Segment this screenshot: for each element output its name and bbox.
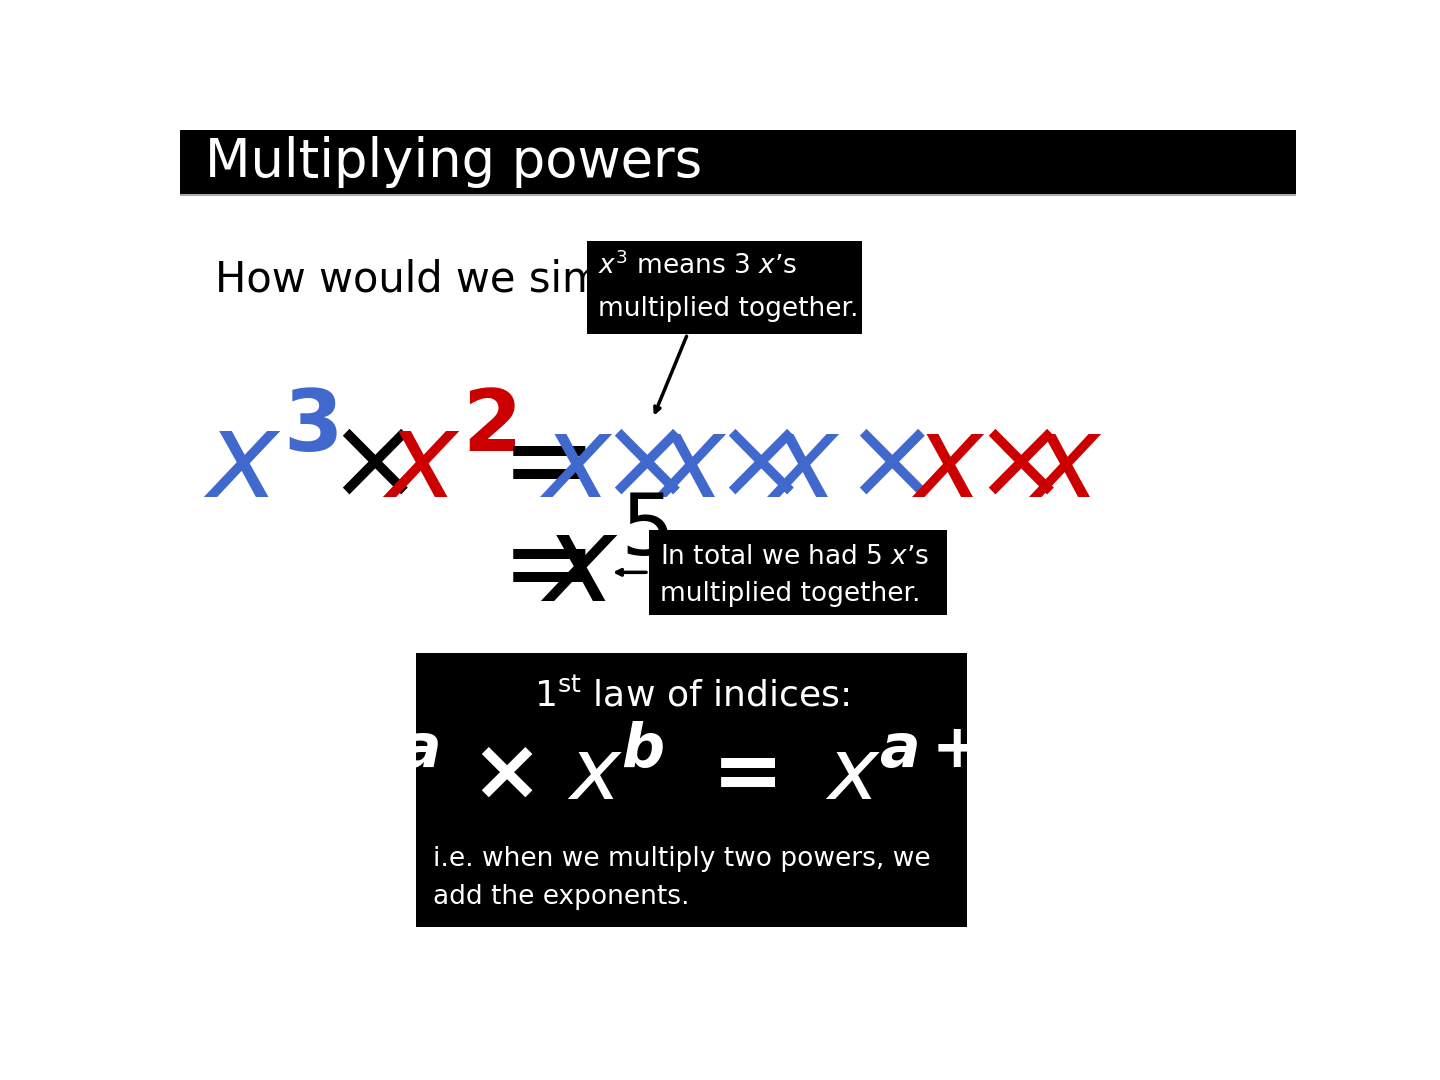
Text: $\mathit{x}^{\mathbf{3}}$: $\mathit{x}^{\mathbf{3}}$ [203, 406, 338, 523]
Bar [180, 130, 1296, 195]
Text: $\boldsymbol{\mathit{x}}^{\boldsymbol{a}}$ $\boldsymbol{\times}$ $\boldsymbol{\m: $\boldsymbol{\mathit{x}}^{\boldsymbol{a}… [346, 734, 1037, 819]
Text: $\mathit{x}^3$ means 3 $\mathit{x}$’s: $\mathit{x}^3$ means 3 $\mathit{x}$’s [599, 252, 798, 280]
Text: $\mathit{x}^{\mathbf{2}}$: $\mathit{x}^{\mathbf{2}}$ [382, 406, 517, 523]
Text: $=$: $=$ [478, 513, 588, 624]
Text: How would we simplify this?: How would we simplify this? [215, 259, 802, 300]
Text: $\times$: $\times$ [713, 408, 795, 521]
Text: $\times$: $\times$ [325, 408, 409, 521]
Text: $\mathit{x}$: $\mathit{x}$ [654, 408, 729, 521]
Bar [416, 653, 966, 927]
Text: Multiplying powers: Multiplying powers [204, 136, 703, 188]
Text: i.e. when we multiply two powers, we: i.e. when we multiply two powers, we [433, 846, 932, 872]
Text: 1$^{\mathregular{st}}$ law of indices:: 1$^{\mathregular{st}}$ law of indices: [534, 678, 850, 713]
Text: $\mathit{x}$: $\mathit{x}$ [1028, 408, 1103, 521]
Text: In total we had 5 $\mathit{x}$’s: In total we had 5 $\mathit{x}$’s [661, 544, 930, 570]
Text: $\times$: $\times$ [972, 408, 1056, 521]
Text: $\mathit{x}^5$: $\mathit{x}^5$ [540, 510, 670, 627]
Text: $\times$: $\times$ [599, 408, 681, 521]
Bar [588, 241, 863, 334]
Text: $\mathit{x}$: $\mathit{x}$ [768, 408, 841, 521]
Text: $\mathit{x}$: $\mathit{x}$ [913, 408, 986, 521]
Text: multiplied together.: multiplied together. [661, 581, 922, 607]
Bar [649, 530, 948, 615]
Text: $\mathit{x}$: $\mathit{x}$ [540, 408, 615, 521]
Text: $=$: $=$ [478, 408, 588, 521]
Text: multiplied together.: multiplied together. [599, 296, 860, 322]
Text: $\times$: $\times$ [842, 408, 926, 521]
Text: add the exponents.: add the exponents. [433, 885, 690, 910]
